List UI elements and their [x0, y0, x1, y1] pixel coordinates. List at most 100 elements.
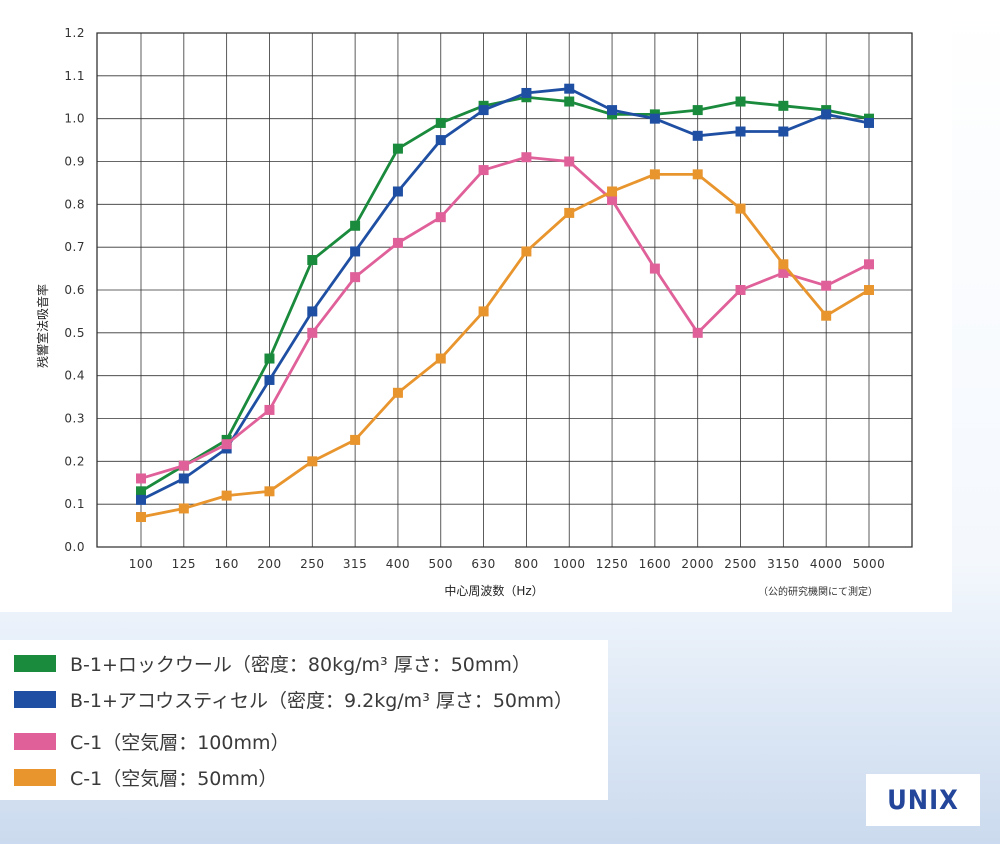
data-point [735, 96, 746, 107]
data-point [692, 105, 703, 116]
x-tick-label: 5000 [853, 557, 886, 571]
chart-panel: 0.0 0.1 0.2 0.3 0.4 0.5 0.6 0.7 0.8 0.9 1.0 1.1 1.2 … [35, 26, 913, 598]
x-tick-label: 160 [214, 557, 238, 571]
series-line [140, 95, 870, 493]
data-point [864, 285, 874, 295]
y-tick-label: 0.2 [64, 454, 85, 468]
data-point [136, 486, 146, 497]
data-point [178, 503, 189, 514]
data-point [478, 105, 489, 116]
data-point [564, 156, 575, 167]
y-tick-label: 0.5 [64, 326, 85, 340]
data-point [649, 113, 660, 124]
data-point [264, 353, 275, 364]
x-tick-label: 100 [129, 557, 153, 571]
data-point [264, 486, 275, 497]
legend-label: C-1（空気層：100mm） [70, 731, 290, 754]
data-point [564, 207, 575, 218]
legend-item-air-100: C-1（空気層：100mm） [14, 726, 290, 756]
measurement-note: （公的研究機関にて測定） [758, 585, 878, 598]
data-point [607, 105, 618, 116]
y-tick-label: 0.8 [64, 197, 85, 211]
data-point [221, 439, 232, 450]
legend-item-rockwool: B-1+ロックウール（密度：80kg/m³ 厚さ：50mm） [14, 648, 531, 678]
y-tick-label: 1.1 [64, 69, 85, 83]
data-point [307, 456, 318, 467]
data-point [136, 473, 146, 484]
y-tick-labels: 0.0 0.1 0.2 0.3 0.4 0.5 0.6 0.7 0.8 0.9 1.0 1.1 1.2 [64, 26, 85, 554]
series-lines [136, 83, 874, 523]
absorption-chart: 0.00.10.20.30.40.50.60.70.80.91.01.11.2 … [35, 26, 913, 598]
data-point [350, 220, 361, 231]
data-point [178, 460, 189, 471]
y-tick-label: 0.3 [64, 412, 85, 426]
legend-swatch-orange [14, 768, 56, 786]
legend: B-1+ロックウール（密度：80kg/m³ 厚さ：50mm） B-1+アコウステ… [0, 640, 608, 800]
legend-swatch-green [14, 654, 56, 672]
data-point [178, 473, 189, 484]
data-point [607, 195, 618, 206]
data-point [521, 152, 532, 163]
data-point [350, 434, 361, 445]
data-point [478, 306, 489, 317]
data-point [521, 246, 532, 257]
data-point [778, 126, 789, 137]
y-tick-label: 1.2 [64, 26, 85, 40]
x-tick-label: 3150 [767, 557, 800, 571]
legend-swatch-blue [14, 690, 56, 708]
data-point [350, 272, 361, 283]
legend-item-acousticel: B-1+アコウスティセル（密度：9.2kg/m³ 厚さ：50mm） [14, 684, 573, 714]
series-2 [136, 83, 874, 505]
data-point [564, 96, 575, 107]
data-point [307, 327, 318, 338]
data-point [435, 117, 446, 128]
data-point [307, 306, 318, 317]
data-point [392, 186, 403, 197]
data-point [821, 280, 832, 291]
data-point [778, 259, 789, 270]
data-point [264, 374, 275, 385]
y-tick-label: 1.0 [64, 112, 85, 126]
x-tick-label: 630 [471, 557, 495, 571]
y-tick-label: 0.4 [64, 369, 85, 383]
data-point [392, 143, 403, 154]
y-axis-title: 残響室法吸音率 [35, 284, 50, 368]
y-tick-label: 0.6 [64, 283, 85, 297]
data-point [649, 263, 660, 274]
data-point [864, 259, 874, 270]
y-tick-label: 0.9 [64, 155, 85, 169]
x-tick-label: 1600 [639, 557, 672, 571]
x-tick-label: 800 [514, 557, 538, 571]
x-tick-label: 2500 [724, 557, 757, 571]
data-point [136, 494, 146, 505]
data-point [778, 267, 789, 278]
data-point [435, 212, 446, 223]
legend-label: B-1+アコウスティセル（密度：9.2kg/m³ 厚さ：50mm） [70, 689, 574, 712]
data-point [735, 126, 746, 137]
x-tick-label: 200 [257, 557, 281, 571]
data-point [478, 165, 489, 176]
x-tick-label: 250 [300, 557, 324, 571]
logo-text: UNIX [887, 784, 959, 816]
y-tick-label: 0.0 [64, 540, 85, 554]
legend-label: B-1+ロックウール（密度：80kg/m³ 厚さ：50mm） [70, 653, 531, 676]
data-point [307, 255, 318, 266]
series-line [140, 155, 870, 480]
x-tick-label: 400 [386, 557, 410, 571]
x-tick-labels: 100 125 160 200 250 315 400 500 630 800 1000 1250 16… [129, 557, 885, 571]
data-point [778, 100, 789, 111]
series-line [140, 87, 870, 502]
x-axis-title: 中心周波数（Hz） [444, 583, 543, 598]
grid [96, 32, 913, 548]
data-point [136, 512, 146, 523]
series-3 [136, 152, 874, 484]
data-point [607, 186, 618, 197]
unix-logo: UNIX [866, 774, 980, 826]
data-point [821, 109, 832, 120]
data-point [350, 246, 361, 257]
data-point [521, 87, 532, 98]
x-tick-label: 315 [343, 557, 367, 571]
data-point [221, 490, 232, 501]
y-axis-title-text: 残響室法吸音率 [35, 284, 50, 368]
x-tick-label: 2000 [681, 557, 714, 571]
